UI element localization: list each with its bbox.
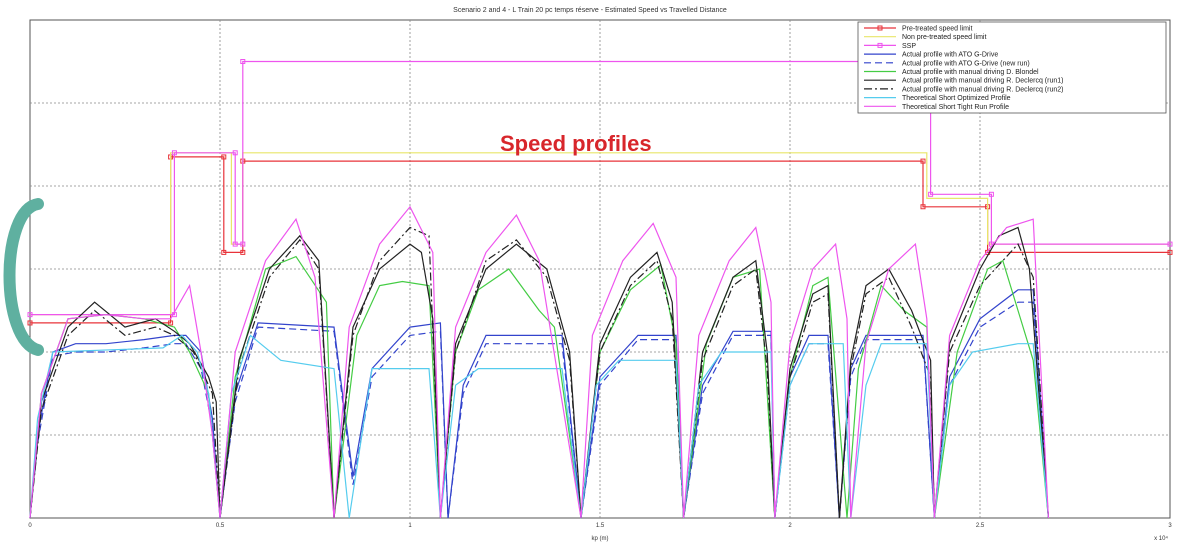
slide-decoration-icon — [3, 198, 44, 356]
series-marker-2 — [232, 241, 238, 247]
legend-entry: Actual profile with ATO G-Drive — [902, 52, 998, 59]
x-tick-label: 3 — [1168, 523, 1172, 529]
series-line-2 — [30, 60, 1170, 316]
speed-profiles-annotation: Speed profiles — [500, 131, 652, 156]
legend-marker — [877, 25, 883, 31]
series-marker-0 — [240, 249, 246, 255]
legend-entry: Actual profile with ATO G-Drive (new run… — [902, 60, 1030, 67]
x-tick-label: 2.5 — [976, 523, 985, 529]
series-line-7 — [29, 226, 1049, 519]
series-line-9 — [29, 205, 1049, 519]
series-line-4 — [29, 301, 1049, 519]
series-marker-0 — [221, 154, 227, 160]
legend-entry: Pre-treated speed limit — [902, 26, 972, 33]
x-tick-label: 2 — [788, 523, 792, 529]
series-marker-0 — [27, 320, 33, 326]
x-axis-label: kp (m) — [592, 536, 609, 542]
series-layer — [27, 59, 1173, 519]
series-marker-2 — [27, 312, 33, 318]
legend-entry: Actual profile with manual driving R. De… — [902, 86, 1063, 93]
axis-ticks: 0 0.5 1 1.5 2 2.5 3 — [28, 523, 1172, 529]
series-marker-2 — [171, 150, 177, 156]
series-marker-2 — [1167, 241, 1173, 247]
legend-entry: SSP — [902, 43, 916, 50]
series-marker-2 — [232, 150, 238, 156]
series-marker-0 — [168, 320, 174, 326]
series-marker-0 — [920, 204, 926, 210]
x-tick-label: 0.5 — [216, 523, 225, 529]
series-marker-2 — [240, 59, 246, 64]
series-marker-0 — [1167, 249, 1173, 255]
x-tick-label: 1.5 — [596, 523, 605, 529]
legend-entry: Theoretical Short Tight Run Profile — [902, 104, 1009, 111]
series-marker-0 — [221, 249, 227, 255]
legend-box — [857, 21, 1167, 114]
series-marker-0 — [920, 158, 926, 164]
series-marker-2 — [928, 191, 934, 197]
series-line-3 — [29, 289, 1049, 519]
x-axis-exponent: x 10⁴ — [1154, 535, 1168, 542]
series-marker-2 — [240, 241, 246, 247]
legend-entry: Non pre-treated speed limit — [902, 34, 986, 41]
x-tick-label: 0 — [28, 523, 32, 529]
legend-entry: Actual profile with manual driving D. Bl… — [902, 69, 1039, 76]
x-tick-label: 1 — [408, 523, 412, 529]
legend-entry: Actual profile with manual driving R. De… — [902, 78, 1063, 85]
legend-entry: Theoretical Short Optimized Profile — [902, 95, 1011, 102]
series-marker-2 — [988, 191, 994, 197]
legend-marker — [877, 42, 883, 48]
chart-title: Scenario 2 and 4 - L Train 20 pc temps r… — [453, 7, 727, 14]
